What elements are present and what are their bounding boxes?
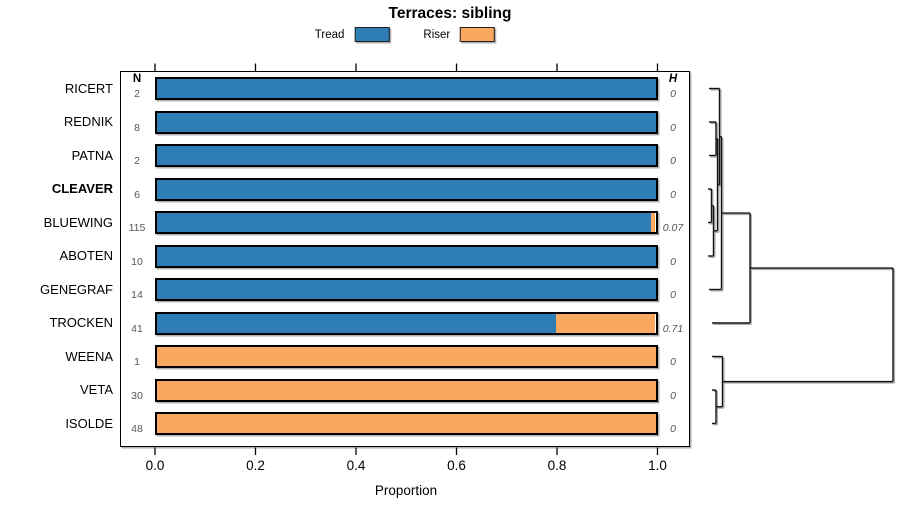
h-value-ricert: 0	[670, 88, 676, 100]
x-tick-label-1.0: 1.0	[648, 458, 667, 473]
row-label-trocken: TROCKEN	[49, 315, 113, 331]
row-label-veta: VETA	[80, 382, 113, 398]
bar-segment-tread	[156, 246, 656, 266]
bar-segment-tread	[156, 79, 656, 98]
stacked-bar-weena	[154, 345, 658, 368]
bar-segment-tread	[156, 146, 656, 165]
n-value-weena: 1	[134, 356, 140, 368]
legend-label-tread: Tread	[314, 28, 345, 41]
n-value-genegraf: 14	[131, 289, 143, 301]
legend-swatch-tread	[354, 27, 390, 42]
chart-title: Terraces: sibling	[388, 5, 512, 22]
row-label-isolde: ISOLDE	[65, 415, 113, 431]
row-label-aboten: ABOTEN	[59, 248, 113, 264]
legend-label-riser: Riser	[423, 28, 451, 41]
stacked-bar-patna	[154, 144, 658, 167]
legend-item-tread: Tread	[315, 27, 390, 42]
stacked-bar-genegraf	[154, 278, 658, 301]
n-value-cleaver: 6	[134, 188, 140, 201]
bar-segment-riser	[555, 313, 656, 333]
h-value-cleaver: 0	[670, 188, 676, 201]
n-value-rednik: 8	[134, 121, 140, 134]
h-value-patna: 0	[670, 155, 676, 167]
h-value-genegraf: 0	[670, 289, 676, 301]
h-column-header: H	[668, 73, 678, 85]
bar-segment-riser	[650, 213, 656, 232]
stacked-bar-bluewing	[154, 211, 658, 234]
h-value-isolde: 0	[670, 423, 676, 435]
h-value-aboten: 0	[670, 255, 676, 268]
bar-segment-riser	[156, 380, 656, 400]
n-value-trocken: 41	[131, 322, 143, 335]
stacked-bar-cleaver	[154, 177, 658, 201]
n-value-ricert: 2	[134, 88, 140, 100]
x-axis-title: Proportion	[374, 483, 438, 498]
x-tick-label-0.2: 0.2	[246, 458, 265, 473]
row-label-patna: PATNA	[71, 147, 113, 163]
row-label-rednik: REDNIK	[63, 114, 113, 130]
stacked-bar-ricert	[154, 77, 658, 100]
bar-segment-tread	[156, 112, 656, 132]
h-value-weena: 0	[670, 356, 676, 368]
bar-segment-riser	[156, 347, 656, 366]
stacked-bar-veta	[154, 378, 658, 402]
bar-segment-tread	[156, 280, 656, 299]
x-tick-label-0.4: 0.4	[346, 458, 366, 473]
bar-segment-tread	[156, 213, 651, 232]
x-tick-label-0.0: 0.0	[145, 458, 165, 473]
n-column-header: N	[132, 73, 142, 85]
h-value-bluewing: 0.07	[662, 222, 684, 234]
x-tick-label-0.6: 0.6	[447, 458, 466, 473]
legend: Tread Riser	[315, 27, 496, 42]
n-value-veta: 30	[131, 389, 143, 402]
stacked-bar-rednik	[154, 110, 658, 134]
row-label-genegraf: GENEGRAF	[40, 281, 113, 297]
legend-item-riser: Riser	[423, 27, 496, 42]
row-label-cleaver: CLEAVER	[51, 181, 113, 197]
bar-segment-tread	[156, 179, 656, 199]
row-label-bluewing: BLUEWING	[43, 214, 113, 230]
stacked-bar-trocken	[154, 311, 658, 335]
h-value-veta: 0	[670, 389, 676, 402]
stacked-bar-aboten	[154, 244, 658, 268]
legend-swatch-riser	[460, 27, 496, 42]
n-value-aboten: 10	[131, 255, 143, 268]
row-label-weena: WEENA	[65, 348, 113, 364]
n-value-bluewing: 115	[128, 222, 146, 234]
bar-segment-riser	[156, 414, 656, 433]
x-tick-label-0.8: 0.8	[547, 458, 567, 473]
h-value-rednik: 0	[670, 121, 676, 134]
stacked-bar-isolde	[154, 412, 658, 435]
n-value-patna: 2	[134, 155, 140, 167]
bar-segment-tread	[156, 313, 556, 333]
n-value-isolde: 48	[131, 423, 143, 435]
row-label-ricert: RICERT	[64, 80, 113, 96]
h-value-trocken: 0.71	[662, 322, 684, 335]
